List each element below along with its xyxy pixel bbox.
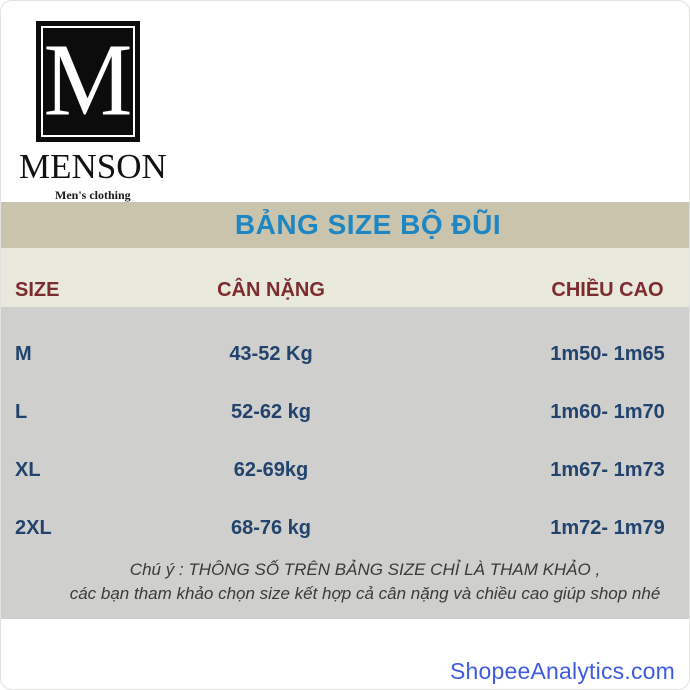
page-title: BẢNG SIZE BỘ ĐŨI (234, 209, 502, 240)
brand-logo: M MENSON Men's clothing (19, 21, 219, 203)
cell-weight: 52-62 kg (230, 400, 312, 423)
cell-height: 1m67- 1m73 (550, 458, 665, 481)
cell-weight: 43-52 Kg (229, 342, 313, 365)
column-header-size: SIZE (15, 279, 60, 301)
brand-name: MENSON (19, 147, 167, 186)
cell-weight: 62-69kg (233, 458, 309, 481)
brand-monogram: M (43, 21, 133, 137)
table-row: 2XL 68-76 kg 1m72- 1m79 (1, 499, 689, 557)
table-row: L 52-62 kg 1m60- 1m70 (1, 383, 689, 441)
size-table-body: M 43-52 Kg 1m50- 1m65 L 52-62 kg 1m60- 1… (1, 307, 689, 619)
table-header-row: SIZE CÂN NẶNG CHIỀU CAO (1, 248, 689, 307)
note-line-2: các bạn tham khảo chọn size kết hợp cả c… (69, 584, 661, 603)
title-banner: BẢNG SIZE BỘ ĐŨI (1, 202, 689, 248)
column-header-weight: CÂN NẶNG (217, 279, 325, 301)
brand-monogram-box: M (36, 21, 140, 142)
cell-weight: 68-76 kg (230, 516, 312, 539)
cell-size: XL (15, 458, 41, 481)
cell-size: 2XL (15, 516, 52, 539)
table-row: XL 62-69kg 1m67- 1m73 (1, 441, 689, 499)
cell-size: L (15, 400, 28, 423)
cell-size: M (15, 342, 32, 365)
reference-note: Chú ý : THÔNG SỐ TRÊN BẢNG SIZE CHỈ LÀ T… (1, 558, 689, 606)
watermark-text: ShopeeAnalytics.com (450, 658, 675, 684)
table-row: M 43-52 Kg 1m50- 1m65 (1, 325, 689, 383)
cell-height: 1m50- 1m65 (550, 342, 665, 365)
brand-tagline: Men's clothing (55, 188, 131, 202)
cell-height: 1m60- 1m70 (550, 400, 665, 423)
column-header-height: CHIỀU CAO (551, 279, 664, 301)
note-line-1: Chú ý : THÔNG SỐ TRÊN BẢNG SIZE CHỈ LÀ T… (129, 560, 601, 579)
cell-height: 1m72- 1m79 (550, 516, 665, 539)
